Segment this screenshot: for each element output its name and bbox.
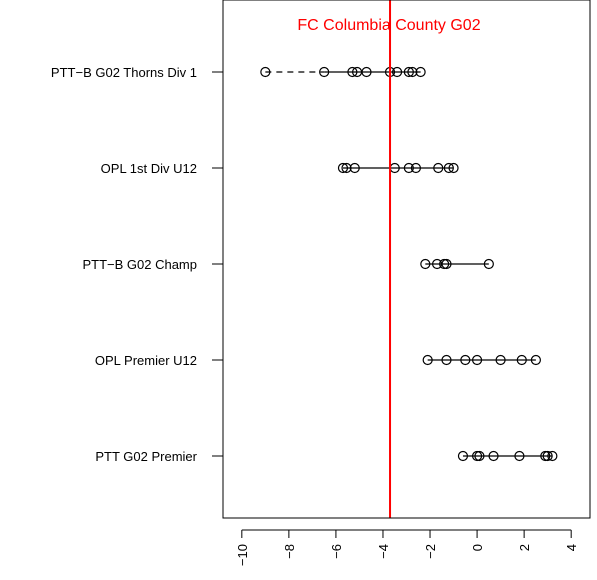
data-point [403,66,414,78]
data-point [407,66,418,78]
row-group: PTT−B G02 Thorns Div 1 [51,65,426,80]
data-point [448,162,459,174]
data-point [488,450,499,462]
data-point [391,66,403,78]
y-tick-label: OPL Premier U12 [95,353,197,368]
x-tick-label: −4 [376,544,391,559]
x-tick-label: −10 [235,544,250,566]
row-group: OPL 1st Div U12 [101,161,459,176]
data-point [337,162,349,174]
x-tick-label: −6 [329,544,344,559]
y-tick-label: PTT−B G02 Champ [82,257,197,272]
data-point [441,354,452,366]
data-point [471,354,483,366]
data-point [443,162,454,174]
data-point [403,162,414,174]
row-group: OPL Premier U12 [95,353,541,368]
y-tick-label: PTT−B G02 Thorns Div 1 [51,65,197,80]
x-tick-label: 0 [470,544,485,551]
data-point [422,354,433,366]
data-point [349,162,360,174]
x-tick-label: −2 [423,544,438,559]
y-tick-label: OPL 1st Div U12 [101,161,197,176]
data-point [415,66,426,78]
chart-title: FC Columbia County G02 [297,17,480,34]
data-point [495,354,506,366]
x-tick-label: 4 [564,544,579,551]
x-tick-label: −8 [282,544,297,559]
data-point [347,66,358,78]
data-point [542,450,553,462]
data-point [260,66,271,78]
data-point [483,258,494,270]
x-tick-label: 2 [517,544,532,551]
data-point [341,162,352,174]
data-point [514,450,525,462]
plot-frame [222,0,591,519]
row-group: PTT G02 Premier [95,449,558,464]
data-point [420,258,431,270]
row-group: PTT−B G02 Champ [82,257,494,272]
data-point [530,354,541,366]
data-point [547,450,558,462]
data-point [441,258,452,270]
data-point [361,66,372,78]
y-tick-label: PTT G02 Premier [95,449,197,464]
data-point [410,162,422,174]
data-point [516,354,527,366]
data-point [460,354,471,366]
data-point [433,162,444,174]
data-point [457,450,469,462]
data-point [474,450,485,462]
data-point [319,66,330,78]
